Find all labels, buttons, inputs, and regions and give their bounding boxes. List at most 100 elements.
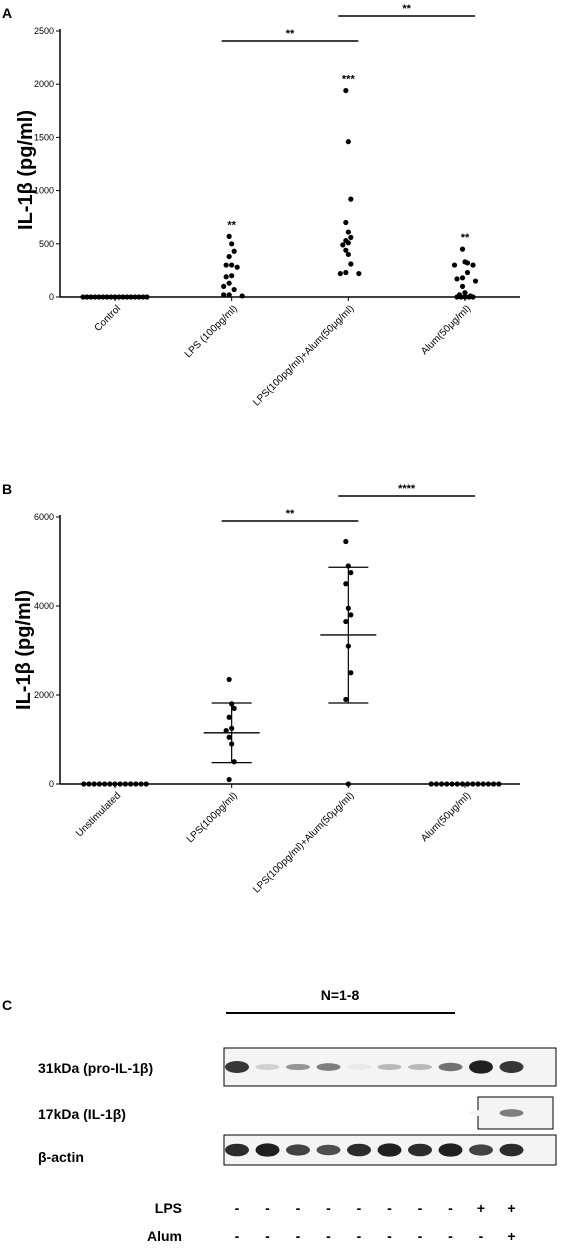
blot-band (225, 1061, 249, 1073)
data-point (345, 240, 351, 246)
treatment-label: Alum (147, 1228, 182, 1244)
data-point (454, 276, 460, 282)
data-point (138, 781, 144, 787)
data-point (337, 270, 343, 277)
data-point (459, 283, 466, 289)
panel-b-error-bars (203, 566, 377, 764)
category-label: LPS(100pg/ml)+Alum(50μg/ml) (251, 790, 356, 895)
blot-band (469, 1060, 493, 1074)
data-point (116, 294, 122, 300)
panel-a-axes (59, 29, 520, 301)
data-point (470, 262, 476, 268)
data-point (348, 670, 354, 676)
data-point (439, 781, 445, 787)
data-point (112, 781, 118, 787)
panel-b-y-axis-label: IL-1β (pg/ml) (13, 590, 35, 710)
data-point (348, 570, 354, 576)
blot-band (316, 1144, 341, 1156)
data-point (107, 781, 113, 787)
blot-band (255, 1064, 280, 1070)
blot-band (225, 1143, 249, 1157)
data-point (229, 241, 235, 247)
data-point (345, 229, 351, 235)
data-point (459, 275, 466, 281)
data-point (226, 776, 232, 783)
data-point (348, 234, 354, 241)
data-point (136, 294, 142, 300)
panel-a-y-ticks: 0 500 1000 1500 2000 2500 (34, 26, 60, 302)
data-point (84, 294, 90, 300)
data-point (348, 612, 354, 618)
data-point (226, 292, 232, 298)
data-point (234, 264, 240, 270)
blot-band (286, 1063, 310, 1071)
point-significance-label: ** (227, 219, 236, 231)
blot-band (469, 1110, 493, 1116)
blot-band (438, 1062, 463, 1072)
panel-b-axes (59, 515, 520, 788)
data-point (80, 294, 86, 300)
data-point (348, 261, 354, 267)
comparison-label: ** (286, 508, 295, 520)
data-point (343, 581, 349, 587)
blot-band (347, 1064, 371, 1070)
data-point (231, 286, 237, 293)
data-point (345, 139, 351, 145)
panel-b-significance: ****** (221, 483, 475, 522)
panel-a-points (80, 87, 479, 300)
comparison-label: **** (398, 483, 416, 495)
comparison-label: ** (402, 3, 411, 15)
treatment-mark: - (296, 1200, 301, 1216)
treatment-mark: - (326, 1228, 331, 1244)
panel-b: B IL-1β (pg/ml) 0 2000 4000 6000 Unstimulat… (2, 481, 520, 896)
data-point (140, 294, 146, 300)
blot-band (377, 1143, 402, 1157)
data-point (229, 273, 235, 279)
treatment-mark: - (235, 1228, 240, 1244)
treatment-mark: - (479, 1228, 484, 1244)
data-point (343, 269, 349, 276)
data-point (239, 293, 245, 299)
panel-a-y-axis-label: IL-1β (pg/ml) (15, 110, 37, 230)
panel-b-y-ticks: 0 2000 4000 6000 (34, 512, 60, 789)
data-point (124, 294, 130, 300)
blot-band (255, 1143, 280, 1157)
data-point (104, 294, 110, 300)
data-point (464, 260, 471, 266)
data-point (480, 781, 486, 787)
data-point (343, 247, 349, 253)
treatment-mark: + (507, 1200, 515, 1216)
treatment-mark: - (448, 1228, 453, 1244)
treatment-mark: - (265, 1200, 270, 1216)
data-point (81, 781, 87, 787)
blot-band (438, 1143, 463, 1157)
blot-row-label: β-actin (38, 1149, 84, 1165)
panel-a: A IL-1β (pg/ml) 0 500 1000 1500 2000 2500 Con… (2, 3, 520, 409)
treatment-mark: - (418, 1228, 423, 1244)
data-point (133, 781, 139, 787)
data-point (221, 283, 227, 289)
panel-a-letter: A (2, 5, 12, 21)
data-point (132, 294, 138, 300)
group-label: N=1-8 (321, 987, 360, 1003)
data-point (100, 294, 106, 300)
y-tick-label: 2000 (34, 690, 54, 700)
category-label: Alum(50μg/ml) (419, 303, 473, 357)
data-point (117, 781, 123, 787)
data-point (496, 781, 502, 787)
panel-b-category-labels: Unstimulated LPS(100pg/ml) LPS(100pg/ml)+A… (74, 790, 473, 895)
data-point (343, 538, 349, 545)
point-significance-label: *** (342, 74, 356, 86)
data-point (223, 262, 229, 268)
treatment-mark: - (296, 1228, 301, 1244)
data-point (465, 781, 471, 787)
data-point (470, 294, 476, 300)
data-point (343, 87, 349, 94)
data-point (86, 781, 92, 787)
data-point (120, 294, 126, 300)
data-point (91, 781, 97, 787)
data-point (491, 781, 497, 787)
data-point (226, 734, 232, 740)
data-point (128, 781, 134, 787)
